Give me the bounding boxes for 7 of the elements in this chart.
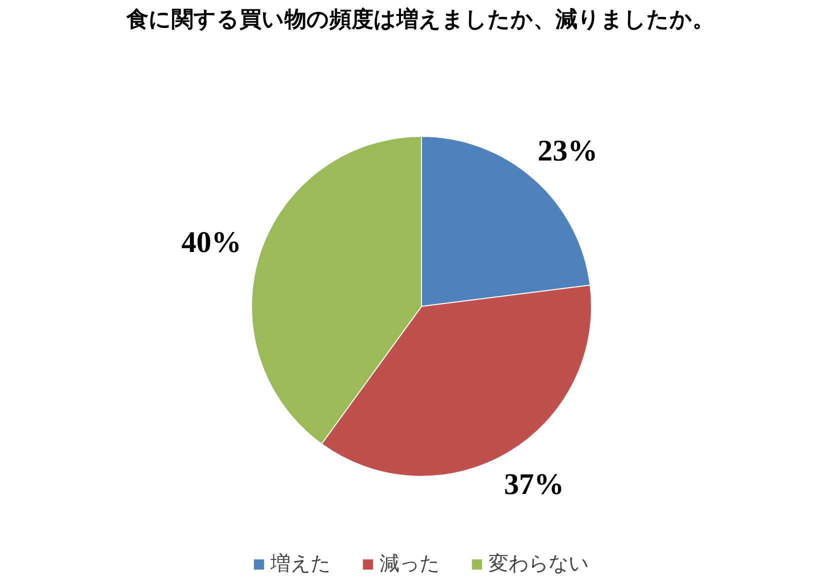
legend-label: 減った (380, 550, 440, 577)
legend-label: 増えた (270, 550, 330, 577)
chart-title: 食に関する買い物の頻度は増えましたか、減りましたか。 (126, 6, 714, 32)
data-label: 40% (181, 226, 242, 259)
legend-label: 変わらない (488, 550, 588, 577)
data-label: 37% (504, 468, 564, 502)
data-label: 23% (538, 134, 598, 168)
